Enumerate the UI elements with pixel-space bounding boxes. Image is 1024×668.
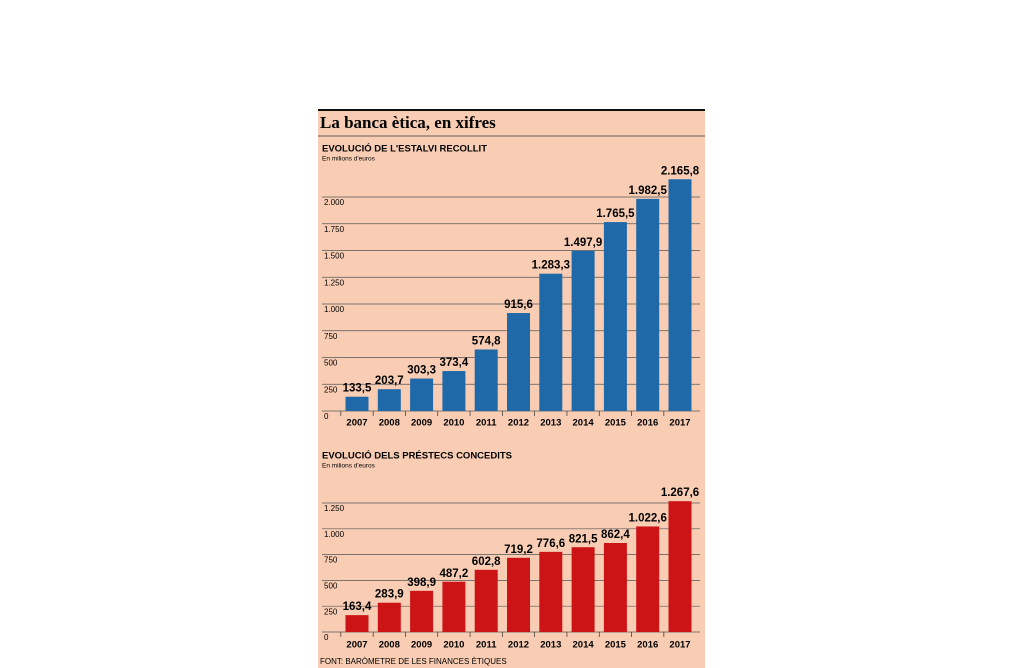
value-label: 821,5 <box>569 533 598 545</box>
value-label: 1.283,3 <box>532 260 570 272</box>
x-tick-label: 2011 <box>476 640 497 651</box>
chart-title: EVOLUCIÓ DELS PRÉSTECS CONCEDITS <box>322 450 512 462</box>
x-tick-label: 2007 <box>346 418 367 429</box>
y-tick-label: 250 <box>324 385 338 394</box>
y-tick-label: 500 <box>324 582 338 591</box>
x-tick-label: 2014 <box>573 640 595 651</box>
value-label: 1.267,6 <box>661 487 699 499</box>
x-tick-label: 2008 <box>379 418 400 429</box>
bar <box>507 557 530 632</box>
bar <box>442 581 466 632</box>
value-label: 203,7 <box>375 375 404 387</box>
x-tick-label: 2008 <box>379 640 400 651</box>
x-tick-label: 2012 <box>508 418 529 429</box>
y-tick-label: 250 <box>324 607 338 616</box>
value-label: 776,6 <box>536 538 565 550</box>
y-tick-label: 0 <box>324 412 329 421</box>
x-tick-label: 2013 <box>540 640 561 651</box>
y-tick-label: 1.750 <box>324 225 345 234</box>
x-tick-label: 2017 <box>669 418 690 429</box>
bar <box>410 590 434 632</box>
y-tick-label: 2.000 <box>324 198 345 207</box>
x-tick-label: 2011 <box>476 418 497 429</box>
bar <box>410 378 434 411</box>
bar <box>571 250 595 411</box>
chart-title: EVOLUCIÓ DE L'ESTALVI RECOLLIT <box>322 143 487 155</box>
value-label: 915,6 <box>504 299 533 311</box>
y-tick-label: 1.000 <box>324 305 345 314</box>
value-label: 2.165,8 <box>661 165 700 177</box>
chart-subtitle: En milions d'euros <box>322 463 376 470</box>
x-tick-label: 2015 <box>605 418 627 429</box>
y-tick-label: 750 <box>324 332 338 341</box>
bar <box>377 389 401 411</box>
x-tick-label: 2010 <box>443 640 464 651</box>
value-label: 1.022,6 <box>629 512 667 524</box>
value-label: 719,2 <box>504 544 533 556</box>
bar <box>571 547 595 632</box>
bar <box>668 179 692 411</box>
y-tick-label: 0 <box>324 633 329 642</box>
y-tick-label: 1.250 <box>324 278 345 287</box>
bar <box>636 198 660 411</box>
bar <box>603 543 627 632</box>
x-tick-label: 2007 <box>346 640 367 651</box>
bar <box>668 501 692 632</box>
bar <box>345 615 369 632</box>
bar <box>442 371 466 411</box>
x-tick-label: 2016 <box>637 640 658 651</box>
x-tick-label: 2013 <box>540 418 561 429</box>
value-label: 862,4 <box>601 529 630 541</box>
y-tick-label: 1.500 <box>324 252 345 261</box>
value-label: 303,3 <box>407 365 436 377</box>
x-tick-label: 2017 <box>669 640 690 651</box>
value-label: 163,4 <box>343 601 372 613</box>
bar <box>474 349 498 411</box>
chart-subtitle: En milions d'euros <box>322 156 376 163</box>
bar <box>539 551 563 632</box>
value-label: 574,8 <box>472 336 501 348</box>
y-tick-label: 1.000 <box>324 530 345 539</box>
x-tick-label: 2009 <box>411 418 432 429</box>
x-tick-label: 2015 <box>605 640 627 651</box>
bar <box>603 222 627 411</box>
value-label: 1.497,9 <box>564 237 602 249</box>
bar <box>377 602 401 632</box>
bar <box>507 313 530 411</box>
bar <box>345 396 369 411</box>
y-tick-label: 1.250 <box>324 504 345 513</box>
value-label: 398,9 <box>407 577 436 589</box>
source: FONT: BARÒMETRE DE LES FINANCES ÈTIQUES <box>320 657 507 666</box>
value-label: 602,8 <box>472 556 501 568</box>
bar <box>636 526 660 632</box>
value-label: 1.765,5 <box>596 208 635 220</box>
value-label: 283,9 <box>375 589 404 601</box>
bar <box>539 273 563 411</box>
x-tick-label: 2016 <box>637 418 658 429</box>
x-tick-label: 2012 <box>508 640 529 651</box>
x-tick-label: 2009 <box>411 640 432 651</box>
y-tick-label: 500 <box>324 359 338 368</box>
x-tick-label: 2014 <box>573 418 595 429</box>
x-tick-label: 2010 <box>443 418 464 429</box>
header-title: La banca ètica, en xifres <box>320 113 496 132</box>
value-label: 1.982,5 <box>629 185 668 197</box>
bar <box>474 569 498 632</box>
value-label: 133,5 <box>343 383 372 395</box>
y-tick-label: 750 <box>324 556 338 565</box>
value-label: 373,4 <box>440 357 469 369</box>
value-label: 487,2 <box>440 568 469 580</box>
